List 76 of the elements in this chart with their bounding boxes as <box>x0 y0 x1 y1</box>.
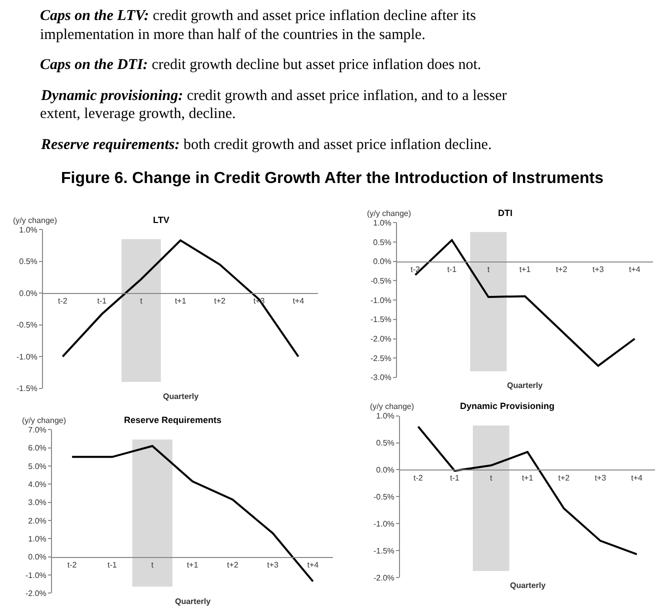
x-tick-label: t+1 <box>522 473 534 482</box>
y-tick-label: 5.0% <box>28 462 46 471</box>
x-axis-title: Quarterly <box>175 597 212 606</box>
y-tick-label: -0.5% <box>16 320 38 330</box>
text: Dynamic provisioning: credit growth and asset price inflation, and to a lesser extent, leverage growth, decline. <box>40 88 507 122</box>
chart-title: Reserve Requirements <box>124 415 222 425</box>
x-tick-label: t-2 <box>58 296 68 306</box>
x-tick-label: t <box>487 265 490 274</box>
chart-title: Dynamic Provisioning <box>460 401 555 411</box>
y-axis-title: (y/y change) <box>367 209 412 218</box>
x-axis-title: Quarterly <box>510 581 546 590</box>
x-tick-label: t-1 <box>447 265 458 274</box>
x-tick-label: t+1 <box>519 265 532 274</box>
x-tick-label: t <box>490 473 493 482</box>
y-tick-label: 1.0% <box>28 534 46 544</box>
y-tick-label: 3.0% <box>28 498 46 508</box>
x-tick-label: t+2 <box>226 560 239 570</box>
y-tick-label: -2.0% <box>373 573 394 582</box>
x-tick-label: t-1 <box>450 473 460 482</box>
text: Reserve requirements: both credit growth and asset price inflation decline. <box>40 137 492 153</box>
x-tick-label: t+2 <box>214 296 226 306</box>
x-tick-label: t-2 <box>414 473 424 482</box>
y-tick-label: 0.0% <box>376 466 394 475</box>
y-tick-label: -1.0% <box>373 519 394 528</box>
y-tick-label: 1.0% <box>373 218 392 228</box>
y-tick-label: 1.0% <box>19 225 38 234</box>
x-axis-title: Quarterly <box>507 381 544 390</box>
y-tick-label: 1.0% <box>376 412 394 421</box>
y-tick-label: 0.0% <box>19 288 38 298</box>
y-tick-label: -2.0% <box>25 589 46 598</box>
y-tick-label: 0.0% <box>373 257 392 266</box>
x-tick-label: t+1 <box>186 560 199 570</box>
x-tick-label: t <box>151 560 154 570</box>
y-tick-label: 4.0% <box>28 480 46 489</box>
chart-title: DTI <box>498 208 512 218</box>
y-tick-label: 0.5% <box>376 438 394 448</box>
x-tick-label: t-2 <box>67 560 78 570</box>
x-axis-title: Quarterly <box>163 392 200 401</box>
x-tick-label: t+2 <box>558 473 570 482</box>
y-tick-label: -1.0% <box>16 352 38 362</box>
x-tick-label: t+4 <box>629 265 641 274</box>
y-tick-label: 7.0% <box>28 425 46 434</box>
chart-title: LTV <box>153 215 170 225</box>
x-tick-label: t+2 <box>556 265 568 274</box>
text: Figure 6. Change in Credit Growth After the Introduction of Instruments <box>61 170 604 187</box>
y-tick-label: -2.0% <box>370 334 392 344</box>
y-tick-label: -1.0% <box>370 296 392 305</box>
y-tick-label: -0.5% <box>370 276 392 286</box>
y-tick-label: -1.5% <box>373 546 394 556</box>
text: Caps on the DTI: credit growth decline but asset price inflation does not. <box>40 57 482 73</box>
y-tick-label: 2.0% <box>28 516 46 526</box>
x-tick-label: t+4 <box>307 560 320 570</box>
x-tick-label: t+3 <box>267 560 280 570</box>
y-tick-label: 0.5% <box>373 238 392 247</box>
y-tick-label: -1.5% <box>370 315 392 324</box>
x-tick-label: t+4 <box>631 473 644 482</box>
x-tick-label: t-1 <box>108 560 118 570</box>
y-tick-label: -3.0% <box>370 373 392 382</box>
text: Caps on the LTV: credit growth and asset price inflation decline after its implementation in more than half of the countries in the sample. <box>40 8 476 43</box>
x-tick-label: t-1 <box>97 296 108 306</box>
x-tick-label: t-2 <box>410 265 421 274</box>
y-tick-label: -2.5% <box>370 354 392 363</box>
x-tick-label: t+1 <box>174 296 187 306</box>
x-tick-label: t+4 <box>292 296 305 306</box>
y-tick-label: -1.0% <box>25 570 46 580</box>
y-axis-title: (y/y change) <box>22 416 66 425</box>
y-tick-label: 6.0% <box>28 444 46 453</box>
y-axis-title: (y/y change) <box>13 216 58 225</box>
y-tick-label: 0.0% <box>28 552 46 562</box>
x-tick-label: t+3 <box>594 473 607 482</box>
y-tick-label: -1.5% <box>16 384 38 394</box>
y-tick-label: -0.5% <box>373 492 394 502</box>
y-axis-title: (y/y change) <box>370 402 414 411</box>
x-tick-label: t+3 <box>592 265 604 274</box>
x-tick-label: t <box>140 296 144 306</box>
y-tick-label: 0.5% <box>19 257 38 266</box>
